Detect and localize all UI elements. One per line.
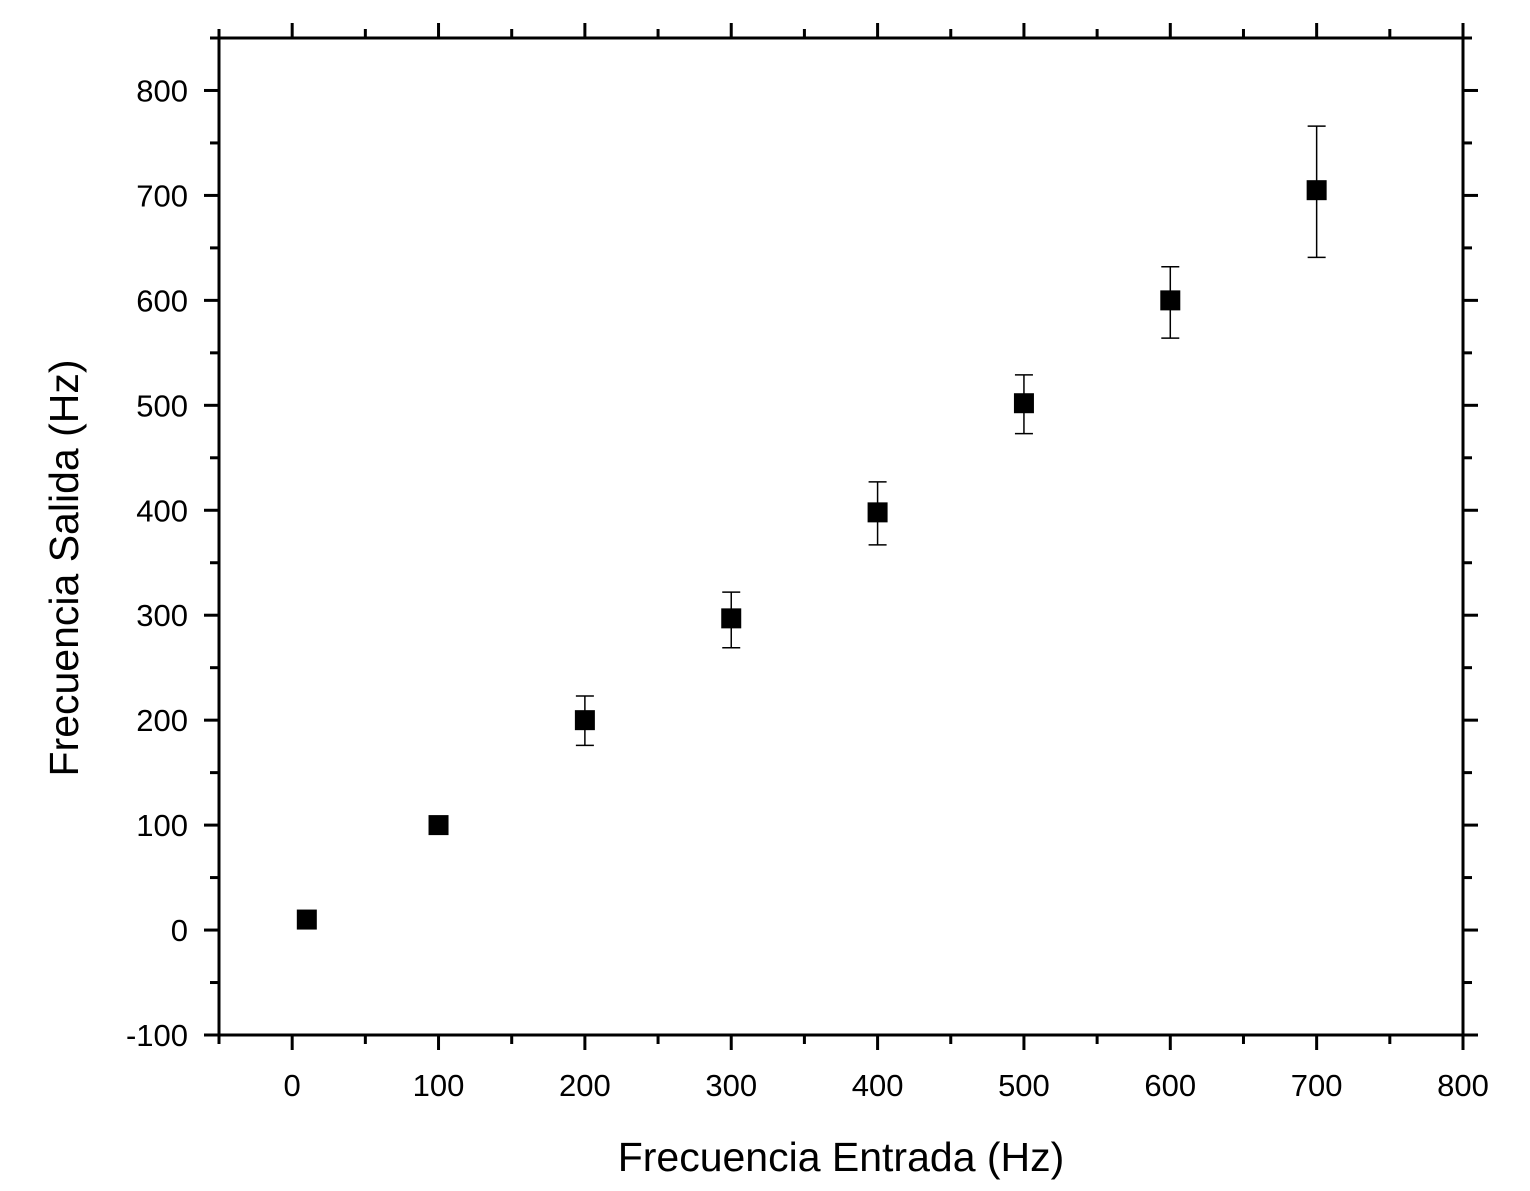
y-tick-label: 100 (136, 808, 188, 843)
data-point (1013, 393, 1034, 414)
data-point (1160, 290, 1181, 311)
x-axis-title: Frecuencia Entrada (Hz) (618, 1134, 1065, 1180)
y-tick-label: 0 (171, 913, 188, 948)
data-point (296, 909, 317, 930)
plot-frame (217, 36, 1465, 1037)
y-tick-label: -100 (126, 1018, 188, 1053)
y-tick-label: 400 (136, 493, 188, 528)
data-point (867, 502, 888, 523)
axis-tick-labels: 0 100 200 300 400 500 600 700 800 -100 0 100 200 300 4… (126, 73, 1489, 1103)
x-tick-label: 700 (1291, 1068, 1343, 1103)
y-tick-label: 800 (136, 73, 188, 108)
axis-ticks (204, 23, 1478, 1050)
x-tick-label: 0 (284, 1068, 301, 1103)
data-markers (296, 180, 1327, 930)
data-point (574, 710, 595, 731)
data-point (1306, 180, 1327, 201)
x-tick-label: 400 (852, 1068, 904, 1103)
data-point (721, 608, 742, 629)
x-tick-label: 200 (559, 1068, 611, 1103)
x-tick-label: 500 (998, 1068, 1050, 1103)
y-tick-label: 200 (136, 703, 188, 738)
error-bars (575, 125, 1326, 747)
y-tick-label: 300 (136, 598, 188, 633)
y-tick-label: 700 (136, 178, 188, 213)
x-tick-label: 600 (1144, 1068, 1196, 1103)
data-point (428, 815, 449, 836)
y-tick-label: 500 (136, 388, 188, 423)
x-tick-label: 300 (705, 1068, 757, 1103)
y-axis-title: Frecuencia Salida (Hz) (41, 360, 87, 777)
x-tick-label: 100 (413, 1068, 465, 1103)
y-tick-label: 600 (136, 283, 188, 318)
x-tick-label: 800 (1437, 1068, 1489, 1103)
